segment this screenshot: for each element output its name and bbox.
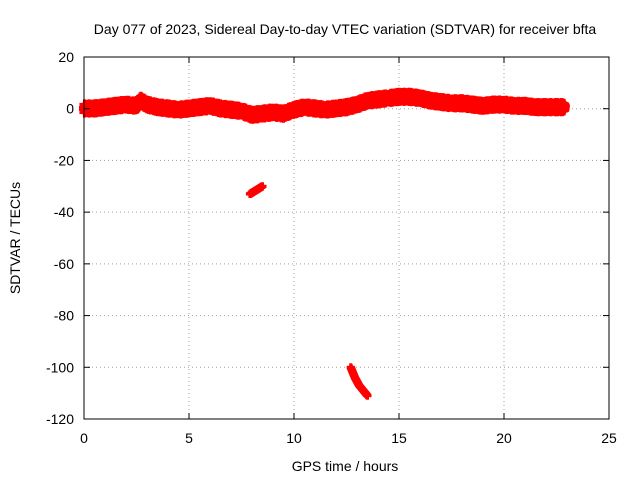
plot-frame [83, 56, 610, 420]
y-tick-label: 0 [66, 101, 74, 117]
chart-title: Day 077 of 2023, Sidereal Day-to-day VTE… [94, 21, 597, 37]
data-point [563, 101, 567, 112]
y-tick-label: 20 [58, 49, 74, 65]
y-tick-label: -100 [46, 359, 74, 375]
x-tick-label: 25 [601, 430, 617, 446]
data-points [79, 87, 570, 400]
x-axis: 0 5 10 15 20 25 [80, 57, 617, 446]
data-point [366, 391, 369, 400]
x-tick-label: 10 [286, 430, 302, 446]
y-axis: 20 0 -20 -40 -60 -80 -100 -120 [46, 49, 609, 427]
y-axis-label: SDTVAR / TECUs [7, 182, 23, 294]
y-tick-label: -60 [54, 256, 74, 272]
y-tick-label: -40 [54, 204, 74, 220]
y-tick-label: -80 [54, 308, 74, 324]
x-tick-label: 15 [391, 430, 407, 446]
x-axis-label: GPS time / hours [292, 458, 399, 474]
y-tick-label: -20 [54, 152, 74, 168]
data-point [261, 182, 264, 191]
x-tick-label: 5 [185, 430, 193, 446]
x-tick-label: 20 [496, 430, 512, 446]
x-tick-label: 0 [80, 430, 88, 446]
y-tick-label: -120 [46, 411, 74, 427]
